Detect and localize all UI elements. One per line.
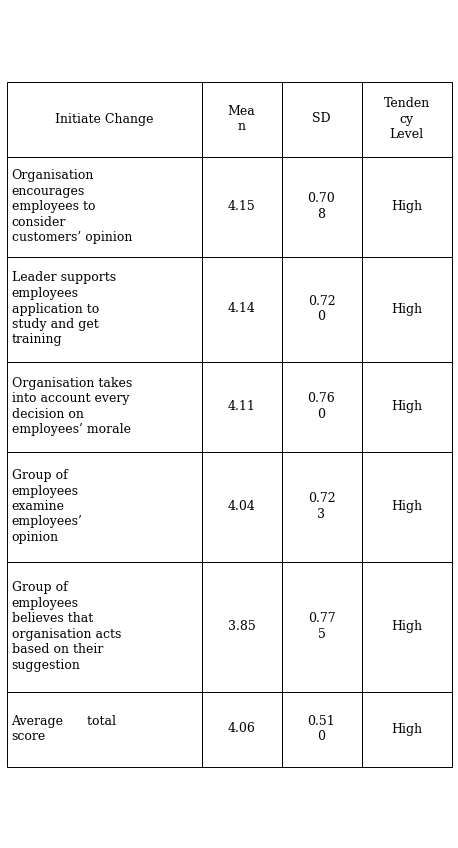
Bar <box>202 81 282 157</box>
Bar <box>6 451 202 561</box>
Text: Group of
employees
believes that
organisation acts
based on their
suggestion: Group of employees believes that organis… <box>11 581 121 672</box>
Bar <box>6 691 202 767</box>
Bar <box>361 361 452 451</box>
Text: High: High <box>391 500 422 513</box>
Text: 4.04: 4.04 <box>228 500 256 513</box>
Bar <box>282 451 361 561</box>
Text: High: High <box>391 722 422 735</box>
Text: High: High <box>391 200 422 213</box>
Bar <box>361 691 452 767</box>
Text: SD: SD <box>312 113 331 126</box>
Text: 4.15: 4.15 <box>228 200 256 213</box>
Text: Leader supports
employees
application to
study and get
training: Leader supports employees application to… <box>11 271 115 347</box>
Text: 4.11: 4.11 <box>228 400 256 413</box>
Bar <box>361 157 452 256</box>
Bar <box>6 81 202 157</box>
Bar <box>202 157 282 256</box>
Text: Initiate Change: Initiate Change <box>55 113 153 126</box>
Text: Average      total
score: Average total score <box>11 715 116 743</box>
Bar <box>6 157 202 256</box>
Text: Tenden
cy
Level: Tenden cy Level <box>383 97 430 141</box>
Text: Organisation
encourages
employees to
consider
customers’ opinion: Organisation encourages employees to con… <box>11 169 132 244</box>
Text: 0.72
3: 0.72 3 <box>308 492 335 521</box>
Bar <box>282 81 361 157</box>
Bar <box>6 561 202 691</box>
Text: Mea
n: Mea n <box>228 105 256 133</box>
Text: 0.51
0: 0.51 0 <box>308 715 335 743</box>
Bar <box>361 81 452 157</box>
Text: High: High <box>391 620 422 633</box>
Text: 0.76
0: 0.76 0 <box>308 393 335 421</box>
Text: 0.77
5: 0.77 5 <box>308 612 335 641</box>
Bar <box>202 691 282 767</box>
Bar <box>202 561 282 691</box>
Text: 3.85: 3.85 <box>228 620 256 633</box>
Bar <box>361 451 452 561</box>
Text: 4.14: 4.14 <box>228 303 256 315</box>
Bar <box>202 256 282 361</box>
Text: 0.70
8: 0.70 8 <box>308 192 335 220</box>
Text: Group of
employees
examine
employees’
opinion: Group of employees examine employees’ op… <box>11 469 82 544</box>
Text: 4.06: 4.06 <box>228 722 256 735</box>
Text: Organisation takes
into account every
decision on
employees’ morale: Organisation takes into account every de… <box>11 377 132 436</box>
Bar <box>282 561 361 691</box>
Text: High: High <box>391 400 422 413</box>
Bar <box>282 691 361 767</box>
Bar <box>361 256 452 361</box>
Bar <box>202 451 282 561</box>
Bar <box>6 361 202 451</box>
Bar <box>282 361 361 451</box>
Text: High: High <box>391 303 422 315</box>
Bar <box>282 256 361 361</box>
Bar <box>282 157 361 256</box>
Bar <box>6 256 202 361</box>
Text: 0.72
0: 0.72 0 <box>308 295 335 323</box>
Bar <box>202 361 282 451</box>
Bar <box>361 561 452 691</box>
